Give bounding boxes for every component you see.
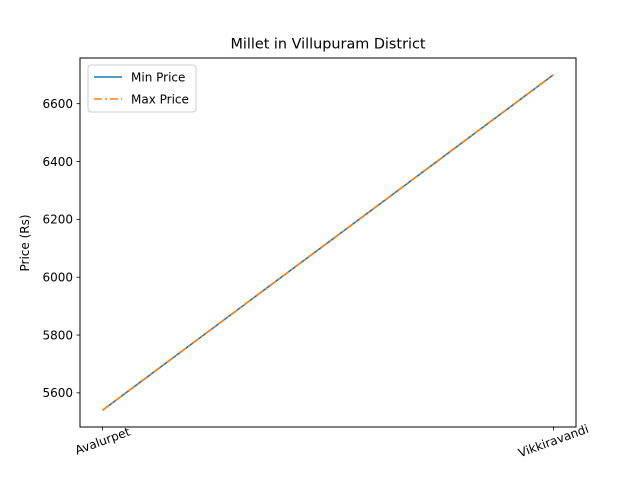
- legend: Min Price Max Price: [87, 64, 197, 113]
- y-tick-label: 5800: [42, 328, 73, 342]
- series-line-max-price: [102, 74, 554, 411]
- y-tick-label: 6600: [42, 97, 73, 111]
- y-tick-label: 6200: [42, 213, 73, 227]
- series-group: [102, 74, 554, 411]
- y-tick-label: 5600: [42, 386, 73, 400]
- chart-title: Millet in Villupuram District: [230, 37, 425, 53]
- y-tick-label: 6000: [42, 271, 73, 285]
- y-axis-label: Price (Rs): [18, 214, 32, 271]
- legend-label: Min Price: [131, 70, 185, 84]
- plot-area: [79, 57, 577, 428]
- axes-frame: [79, 57, 577, 428]
- legend-label: Max Price: [131, 92, 189, 106]
- y-axis: 5600 5800 6000 6200 6400 6600: [42, 97, 80, 400]
- y-tick-label: 6400: [42, 155, 73, 169]
